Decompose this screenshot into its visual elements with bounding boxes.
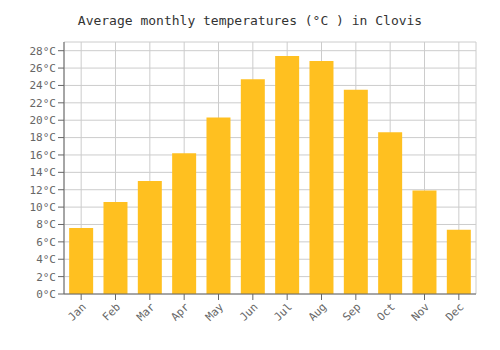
svg-text:Feb: Feb	[100, 300, 123, 323]
svg-text:Sep: Sep	[340, 300, 363, 323]
svg-text:28°C: 28°C	[30, 45, 57, 58]
svg-text:4°C: 4°C	[36, 253, 56, 266]
svg-text:18°C: 18°C	[30, 131, 57, 144]
svg-text:24°C: 24°C	[30, 79, 57, 92]
svg-text:10°C: 10°C	[30, 201, 57, 214]
svg-text:22°C: 22°C	[30, 97, 57, 110]
svg-text:16°C: 16°C	[30, 149, 57, 162]
html-text:Average monthly temperatures (: Average monthly temperatures (°C ) in Cl…	[77, 13, 423, 28]
svg-text:Apr: Apr	[169, 300, 193, 324]
svg-text:Mar: Mar	[134, 300, 158, 324]
svg-text:14°C: 14°C	[30, 166, 57, 179]
svg-text:Jul: Jul	[272, 300, 295, 323]
svg-text:6°C: 6°C	[36, 236, 56, 249]
svg-text:0°C: 0°C	[36, 288, 56, 301]
svg-text:Jan: Jan	[66, 300, 89, 323]
svg-text:Aug: Aug	[306, 300, 329, 323]
svg-text:Dec: Dec	[443, 300, 466, 323]
svg-text:Oct: Oct	[375, 300, 398, 323]
svg-text:May: May	[203, 300, 227, 324]
svg-text:12°C: 12°C	[30, 184, 57, 197]
svg-text:26°C: 26°C	[30, 62, 57, 75]
svg-text:Nov: Nov	[409, 300, 433, 324]
svg-text:8°C: 8°C	[36, 218, 56, 231]
svg-text:20°C: 20°C	[30, 114, 57, 127]
svg-text:2°C: 2°C	[36, 271, 56, 284]
svg-text:Jun: Jun	[237, 300, 260, 323]
